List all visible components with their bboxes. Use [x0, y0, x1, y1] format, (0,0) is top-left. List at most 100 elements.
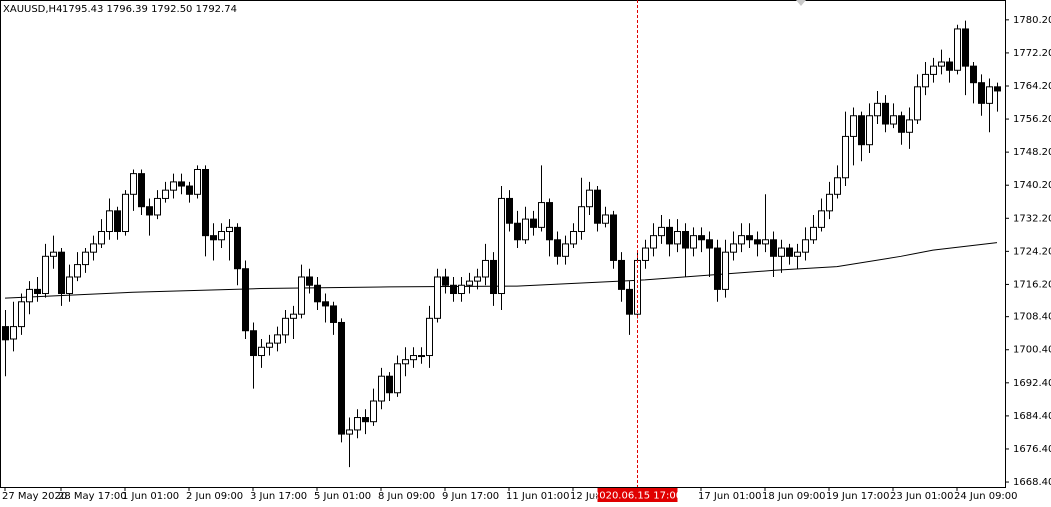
- candle-body: [842, 135, 849, 179]
- candle-body: [154, 197, 161, 216]
- y-tick-label: 1700.40: [1013, 345, 1051, 356]
- candle-body: [994, 86, 1001, 92]
- x-tick-label: 3 Jun 17:00: [250, 491, 307, 502]
- candle-body: [546, 202, 553, 241]
- candle-body: [610, 214, 617, 261]
- candle-body: [866, 115, 873, 146]
- candle-body: [626, 288, 633, 315]
- crosshair-label-bg: [597, 488, 678, 502]
- candle-body: [354, 417, 361, 431]
- x-tick-label: 9 Jun 17:00: [442, 491, 499, 502]
- candle-body: [42, 255, 49, 295]
- candle-body: [962, 28, 969, 67]
- candle-body: [554, 239, 561, 257]
- candle-body: [658, 226, 665, 237]
- candle-body: [586, 189, 593, 208]
- y-tick-label: 1716.20: [1013, 279, 1051, 290]
- candle-body: [266, 342, 273, 348]
- candle-body: [2, 326, 9, 341]
- candle-body: [650, 235, 657, 249]
- candle-body: [930, 65, 937, 75]
- candle-body: [978, 82, 985, 104]
- candle-body: [714, 247, 721, 290]
- x-tick-label: 11 Jun 01:00: [506, 491, 570, 502]
- candle-body: [738, 235, 745, 245]
- candle-body: [306, 276, 313, 286]
- candle-body: [234, 226, 241, 270]
- candle-body: [386, 375, 393, 394]
- candle-body: [106, 210, 113, 233]
- candle-body: [778, 247, 785, 257]
- candle-body: [818, 210, 825, 228]
- x-tick-label: 5 Jun 01:00: [314, 491, 371, 502]
- candle-body: [162, 189, 169, 199]
- candle-body: [490, 259, 497, 295]
- candle-body: [346, 429, 353, 435]
- candle-body: [618, 259, 625, 290]
- candle-body: [426, 317, 433, 357]
- candle-body: [882, 102, 889, 125]
- candle-body: [938, 61, 945, 67]
- moving-average: [4, 242, 998, 299]
- candle-body: [810, 226, 817, 241]
- candle-body: [210, 235, 217, 241]
- candle-body: [370, 400, 377, 423]
- candle-body: [906, 119, 913, 133]
- candle-body: [802, 239, 809, 253]
- candle-body: [666, 226, 673, 245]
- candle-body: [146, 206, 153, 216]
- candle-body: [138, 173, 145, 208]
- candle-body: [754, 239, 761, 245]
- candle-body: [130, 173, 137, 195]
- shift-marker: [796, 0, 806, 6]
- candle-body: [18, 301, 25, 328]
- candle-body: [186, 185, 193, 195]
- candle-body: [218, 231, 225, 241]
- y-tick-label: 1684.40: [1013, 411, 1051, 422]
- x-tick-label: 27 May 2020: [2, 491, 67, 502]
- candle-body: [394, 363, 401, 394]
- candle-body: [258, 346, 265, 357]
- candle-body: [706, 239, 713, 249]
- candle-body: [482, 259, 489, 278]
- candle-body: [562, 243, 569, 257]
- candle-body: [794, 251, 801, 257]
- candle-body: [642, 247, 649, 261]
- candle-body: [250, 330, 257, 357]
- x-tick-label: 23 Jun 01:00: [890, 491, 954, 502]
- x-tick-label: 19 Jun 17:00: [826, 491, 890, 502]
- x-tick-label: 2 Jun 09:00: [186, 491, 243, 502]
- candle-body: [274, 334, 281, 344]
- y-tick-label: 1772.20: [1013, 48, 1051, 59]
- candle-body: [730, 243, 737, 253]
- candle-body: [98, 231, 105, 245]
- candle-body: [458, 284, 465, 295]
- candle-body: [858, 115, 865, 146]
- candle-body: [10, 326, 17, 340]
- candle-body: [970, 65, 977, 84]
- candle-body: [434, 276, 441, 319]
- candle-body: [58, 251, 65, 295]
- candle-body: [506, 197, 513, 224]
- y-tick-label: 1668.40: [1013, 477, 1051, 488]
- candle-body: [786, 247, 793, 257]
- candle-body: [338, 321, 345, 435]
- x-tick-label: 24 Jun 09:00: [954, 491, 1018, 502]
- x-tick-label: 28 May 17:00: [58, 491, 127, 502]
- candle-body: [762, 239, 769, 245]
- y-tick-label: 1764.20: [1013, 81, 1051, 92]
- candle-body: [914, 86, 921, 121]
- y-tick-label: 1756.20: [1013, 114, 1051, 125]
- candle-body: [682, 231, 689, 249]
- candle-body: [946, 61, 953, 71]
- candle-body: [722, 251, 729, 290]
- candle-body: [194, 168, 201, 195]
- candle-body: [898, 115, 905, 133]
- ohlc-readout: 1795.43 1796.39 1792.50 1792.74: [62, 4, 237, 15]
- candle-body: [570, 231, 577, 245]
- candle-body: [442, 276, 449, 286]
- candle-body: [74, 264, 81, 278]
- candle-body: [498, 197, 505, 295]
